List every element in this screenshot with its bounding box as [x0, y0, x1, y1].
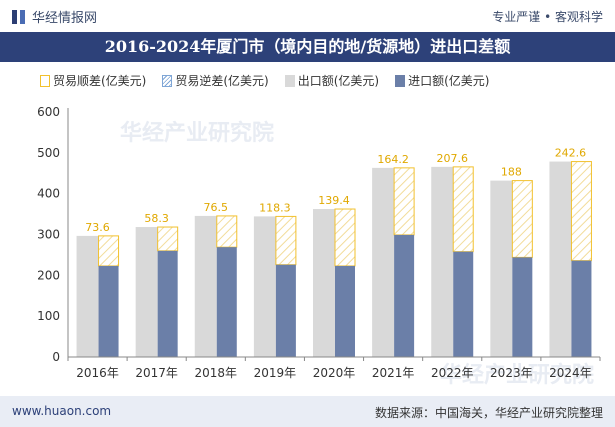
bar-surplus: [334, 208, 356, 267]
watermark-1: 华经产业研究院: [120, 120, 274, 146]
bar-surplus: [511, 180, 533, 258]
legend-label-deficit: 贸易逆差(亿美元): [175, 74, 269, 88]
y-tick-label: 300: [37, 228, 60, 242]
bar-surplus: [275, 215, 297, 266]
x-tick-label: 2024年: [549, 366, 592, 380]
y-tick-label: 600: [37, 105, 60, 119]
chart-legend: 贸易顺差(亿美元) 贸易逆差(亿美元) 出口额(亿美元) 进口额(亿美元): [40, 72, 490, 89]
y-tick-label: 500: [37, 146, 60, 160]
bar-export: [490, 180, 513, 357]
bar-import: [512, 257, 533, 357]
bar-import: [571, 260, 592, 357]
x-tick-label: 2017年: [135, 366, 178, 380]
legend-swatch-export: [284, 74, 295, 87]
bar-import: [335, 265, 355, 357]
legend-label-surplus: 贸易顺差(亿美元): [53, 74, 147, 88]
bar-export: [76, 235, 99, 357]
legend-item-export: 出口额(亿美元): [284, 72, 380, 89]
surplus-data-label: 188: [501, 166, 522, 179]
bar-export: [549, 161, 572, 357]
x-tick-label: 2020年: [313, 366, 356, 380]
surplus-data-label: 242.6: [555, 147, 587, 160]
legend-swatch-surplus: [40, 74, 50, 87]
bar-export: [431, 166, 454, 357]
legend-item-surplus: 贸易顺差(亿美元): [40, 72, 146, 89]
bar-import: [216, 247, 237, 357]
bar-surplus: [98, 235, 120, 267]
legend-label-export: 出口额(亿美元): [297, 74, 380, 88]
legend-item-deficit: 贸易逆差(亿美元): [162, 72, 269, 89]
bar-surplus: [452, 166, 474, 253]
top-bar: 华经情报网 专业严谨 • 客观科学: [0, 0, 615, 32]
bar-import: [394, 234, 415, 357]
bar-surplus: [393, 167, 415, 236]
bar-import: [275, 264, 296, 357]
bar-import: [98, 265, 119, 357]
legend-swatch-import: [395, 74, 406, 87]
x-tick-label: 2018年: [195, 366, 238, 380]
surplus-data-label: 207.6: [436, 152, 468, 165]
legend-swatch-deficit: [162, 74, 173, 87]
bar-export: [135, 227, 158, 357]
surplus-data-label: 76.5: [204, 201, 229, 214]
chart-plot: 华经产业研究院 华经产业研究院 73.6 58.3 76.5 118.3 139.4 16…: [37, 105, 601, 388]
surplus-data-label: 164.2: [377, 153, 409, 166]
y-tick-label: 400: [37, 187, 60, 201]
x-tick-label: 2022年: [431, 366, 474, 380]
bar-export: [194, 215, 217, 357]
bar-surplus: [570, 161, 592, 262]
bar-import: [453, 251, 474, 357]
surplus-data-label: 139.4: [318, 194, 350, 207]
surplus-data-label: 73.6: [85, 221, 110, 234]
logo-icon: [12, 9, 26, 24]
y-tick-label: 200: [37, 268, 60, 282]
footer: www.huaon.com 数据来源：中国海关，华经产业研究院整理: [0, 396, 615, 427]
bar-export: [313, 209, 335, 357]
brand[interactable]: 华经情报网: [12, 7, 97, 26]
chart-title: 2016-2024年厦门市（境内目的地/货源地）进出口差额: [0, 32, 615, 62]
footer-website[interactable]: www.huaon.com: [12, 404, 112, 418]
bar-surplus: [216, 215, 238, 248]
x-tick-label: 2021年: [372, 366, 415, 380]
brand-name: 华经情报网: [32, 11, 98, 26]
bar-import: [157, 250, 178, 357]
x-tick-label: 2016年: [76, 366, 119, 380]
x-tick-label: 2019年: [254, 366, 297, 380]
tagline: 专业严谨 • 客观科学: [492, 10, 603, 24]
bar-export: [253, 216, 276, 357]
x-tick-label: 2023年: [490, 366, 533, 380]
bar-export: [372, 167, 395, 357]
surplus-data-label: 58.3: [144, 212, 169, 225]
surplus-data-label: 118.3: [259, 201, 291, 214]
bar-surplus: [157, 226, 179, 252]
legend-item-import: 进口额(亿美元): [395, 72, 490, 89]
footer-source: 数据来源：中国海关，华经产业研究院整理: [374, 406, 603, 420]
watermark-2: 华经产业研究院: [440, 362, 594, 388]
y-tick-label: 100: [37, 309, 60, 323]
legend-label-import: 进口额(亿美元): [408, 74, 490, 88]
y-tick-label: 0: [52, 350, 60, 364]
